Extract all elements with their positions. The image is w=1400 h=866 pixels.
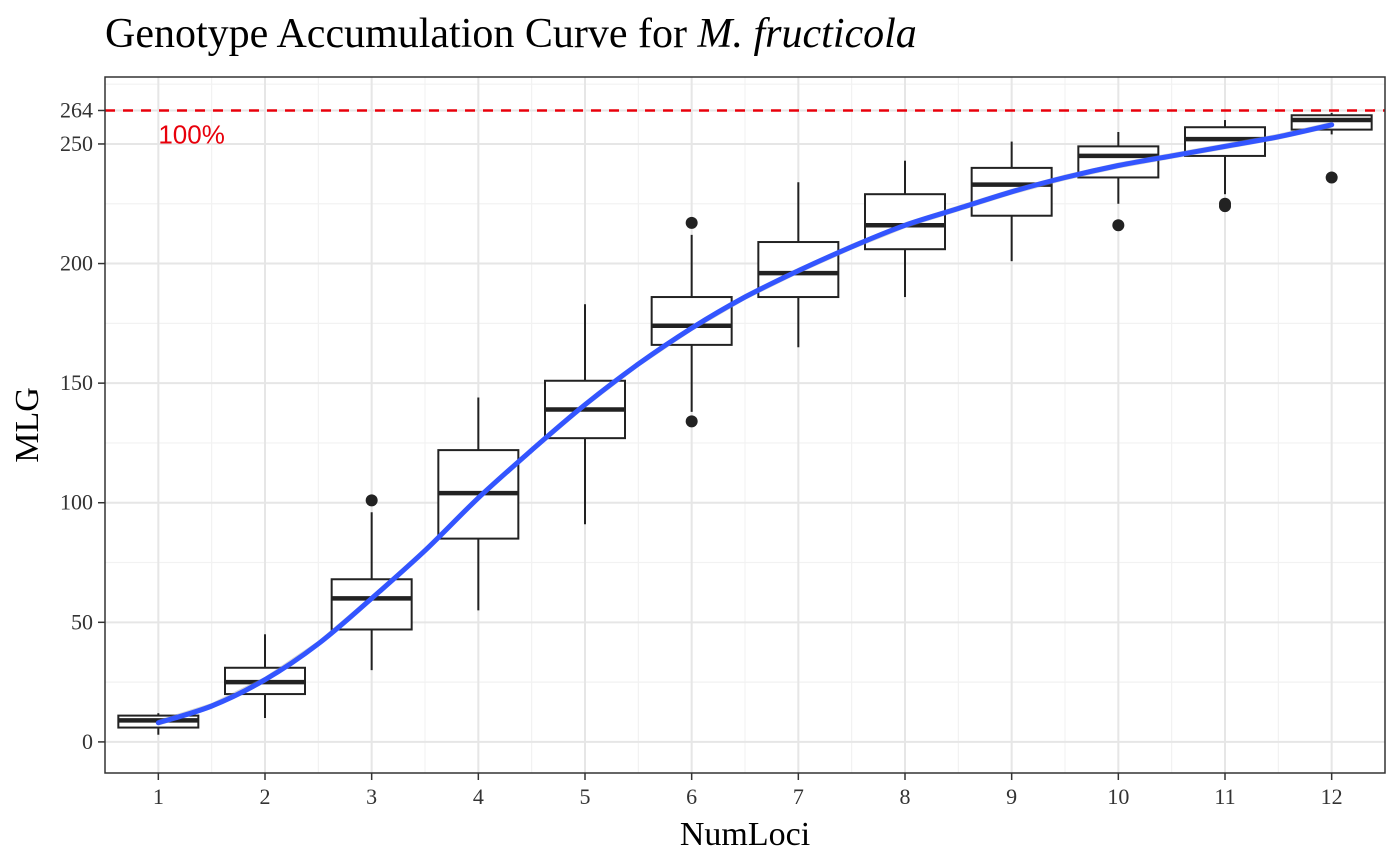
y-tick-label: 200 [60, 251, 93, 276]
reference-line-label: 100% [158, 119, 225, 149]
x-tick-label: 11 [1214, 784, 1235, 809]
y-tick-label: 250 [60, 131, 93, 156]
outlier-point [1219, 197, 1231, 210]
smooth-fit-line [155, 122, 1335, 726]
x-tick-label: 9 [1006, 784, 1017, 809]
x-tick-label: 1 [153, 784, 164, 809]
chart-title-text: Genotype Accumulation Curve for [105, 11, 698, 57]
boxplot-12 [1290, 112, 1373, 184]
panel-border [104, 76, 1386, 774]
y-tick-label: 264 [60, 97, 93, 122]
y-tick-label: 150 [60, 370, 93, 395]
box-iqr [650, 296, 733, 346]
grid-lines [105, 77, 1385, 773]
x-tick-label: 6 [686, 784, 697, 809]
x-tick-label: 12 [1321, 784, 1343, 809]
y-tick-label: 0 [82, 729, 93, 754]
boxplot-5 [544, 304, 626, 525]
smooth-curve-layer [155, 121, 1335, 726]
outlier-point [365, 494, 378, 507]
outlier-point [1325, 171, 1338, 184]
outlier-point [685, 216, 698, 229]
y-axis-title: MLG [9, 387, 46, 463]
x-tick-label: 10 [1107, 784, 1129, 809]
boxplot-8 [864, 160, 946, 298]
boxplot-7 [757, 182, 840, 348]
x-axis-title: NumLoci [680, 816, 810, 853]
y-tick-label: 100 [60, 490, 93, 515]
x-tick-label: 2 [260, 784, 271, 809]
boxplot-11 [1184, 120, 1266, 213]
chart-title: Genotype Accumulation Curve for M. fruct… [105, 11, 917, 57]
x-tick-label: 4 [473, 784, 484, 809]
box-iqr [864, 193, 946, 251]
y-tick-label: 50 [71, 609, 93, 634]
boxplot-4 [437, 397, 520, 611]
boxplots [117, 112, 1373, 735]
outlier-point [1112, 219, 1125, 232]
chart-title-species: M. fructicola [697, 11, 917, 57]
reference-line-layer: 100% [105, 109, 1385, 149]
x-tick-label: 7 [793, 784, 804, 809]
outlier-point [685, 415, 698, 428]
x-tick-label: 8 [900, 784, 911, 809]
boxplot-3 [330, 494, 413, 671]
boxplot-6 [650, 216, 733, 428]
boxplot-2 [224, 634, 306, 718]
x-tick-label: 5 [580, 784, 591, 809]
x-tick-label: 3 [366, 784, 377, 809]
